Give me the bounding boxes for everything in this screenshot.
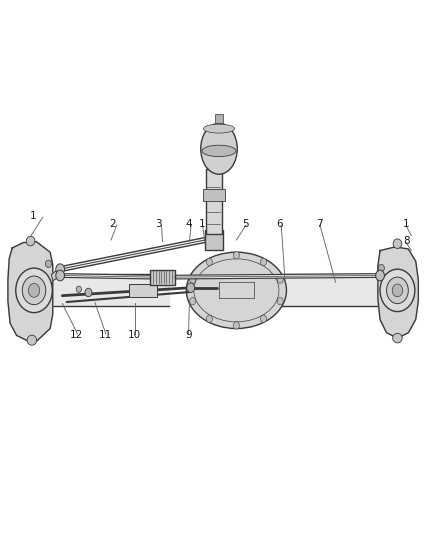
Text: 10: 10 <box>127 330 141 341</box>
Text: 12: 12 <box>70 330 83 341</box>
Text: 2: 2 <box>109 219 116 229</box>
Circle shape <box>233 322 240 329</box>
Circle shape <box>76 286 81 293</box>
Text: 3: 3 <box>155 219 161 229</box>
Ellipse shape <box>392 333 402 343</box>
Text: 6: 6 <box>277 219 283 229</box>
Circle shape <box>16 268 52 313</box>
Polygon shape <box>378 247 418 338</box>
Text: 11: 11 <box>99 330 112 341</box>
Circle shape <box>56 264 64 274</box>
FancyBboxPatch shape <box>205 169 222 234</box>
Text: 1: 1 <box>199 219 206 229</box>
Circle shape <box>277 297 283 305</box>
Polygon shape <box>8 241 53 341</box>
Circle shape <box>261 258 266 265</box>
Circle shape <box>277 276 283 283</box>
Text: 7: 7 <box>316 219 322 229</box>
Circle shape <box>22 276 46 305</box>
FancyBboxPatch shape <box>150 270 175 285</box>
Circle shape <box>190 297 196 305</box>
Text: 9: 9 <box>185 330 192 341</box>
Circle shape <box>392 284 403 297</box>
Ellipse shape <box>27 335 37 345</box>
Circle shape <box>206 315 212 322</box>
Polygon shape <box>51 268 62 281</box>
Circle shape <box>233 252 240 259</box>
Text: 5: 5 <box>242 219 248 229</box>
Circle shape <box>378 264 385 272</box>
Text: 8: 8 <box>403 236 410 246</box>
Circle shape <box>261 315 266 322</box>
Circle shape <box>56 270 64 281</box>
Circle shape <box>28 284 40 297</box>
Ellipse shape <box>201 123 237 174</box>
Circle shape <box>46 260 51 268</box>
Circle shape <box>387 277 408 304</box>
Circle shape <box>206 258 212 265</box>
Circle shape <box>190 276 196 283</box>
Ellipse shape <box>202 145 236 157</box>
Circle shape <box>376 270 385 281</box>
Ellipse shape <box>393 239 402 248</box>
Text: 1: 1 <box>403 219 410 229</box>
FancyBboxPatch shape <box>205 230 223 249</box>
FancyBboxPatch shape <box>203 189 225 201</box>
Ellipse shape <box>204 124 234 133</box>
Circle shape <box>380 269 415 312</box>
Text: 1: 1 <box>29 211 36 221</box>
FancyBboxPatch shape <box>215 114 223 123</box>
Ellipse shape <box>26 236 35 246</box>
FancyBboxPatch shape <box>129 284 157 297</box>
Circle shape <box>187 283 194 293</box>
Ellipse shape <box>186 252 286 328</box>
Text: 4: 4 <box>185 219 192 229</box>
Circle shape <box>85 288 92 297</box>
